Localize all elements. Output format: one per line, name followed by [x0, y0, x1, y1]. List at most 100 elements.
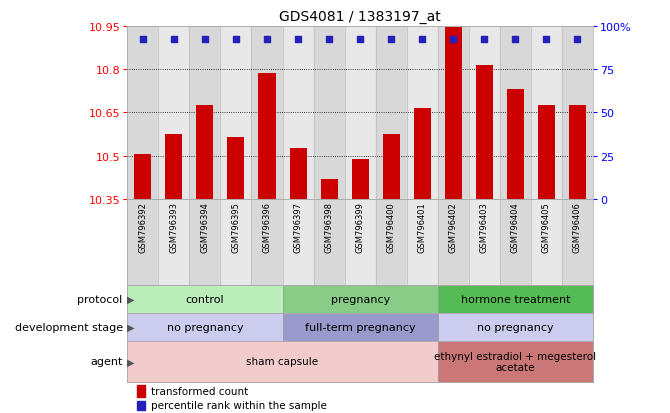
Bar — [569, 106, 586, 199]
Text: transformed count: transformed count — [151, 386, 248, 396]
Point — [479, 36, 490, 43]
Text: GSM796404: GSM796404 — [511, 202, 520, 253]
Bar — [220, 199, 251, 286]
Bar — [137, 401, 145, 410]
Bar — [407, 27, 438, 199]
Bar — [227, 138, 245, 199]
FancyBboxPatch shape — [127, 341, 438, 382]
Bar — [476, 66, 493, 199]
Bar — [259, 74, 275, 199]
Text: GSM796393: GSM796393 — [170, 202, 178, 253]
Bar — [314, 27, 344, 199]
Text: ▶: ▶ — [127, 294, 135, 304]
Bar — [127, 27, 158, 199]
Text: GSM796396: GSM796396 — [263, 202, 271, 253]
Bar — [438, 199, 469, 286]
Text: GSM796398: GSM796398 — [324, 202, 334, 253]
Bar — [376, 27, 407, 199]
Bar — [134, 155, 151, 199]
FancyBboxPatch shape — [127, 286, 283, 313]
Bar — [469, 27, 500, 199]
Text: agent: agent — [90, 356, 123, 367]
Point — [169, 36, 180, 43]
Text: protocol: protocol — [78, 294, 123, 304]
Bar — [445, 28, 462, 199]
FancyBboxPatch shape — [283, 313, 438, 341]
Bar — [531, 27, 562, 199]
Bar — [383, 135, 400, 199]
Bar — [289, 149, 307, 199]
Bar — [190, 27, 220, 199]
Text: ethynyl estradiol + megesterol
acetate: ethynyl estradiol + megesterol acetate — [434, 351, 596, 373]
Text: full-term pregnancy: full-term pregnancy — [305, 322, 415, 332]
Text: hormone treatment: hormone treatment — [460, 294, 570, 304]
Text: GSM796402: GSM796402 — [449, 202, 458, 253]
Point — [572, 36, 583, 43]
Bar — [538, 106, 555, 199]
Point — [324, 36, 334, 43]
Text: GSM796401: GSM796401 — [417, 202, 427, 253]
Text: GSM796406: GSM796406 — [573, 202, 582, 253]
Text: GSM796399: GSM796399 — [356, 202, 364, 253]
Bar — [413, 109, 431, 199]
Text: GSM796403: GSM796403 — [480, 202, 489, 253]
Text: sham capsule: sham capsule — [247, 356, 318, 367]
Point — [261, 36, 272, 43]
Bar — [220, 27, 251, 199]
Bar — [376, 199, 407, 286]
Bar — [352, 159, 368, 199]
Bar — [562, 27, 593, 199]
FancyBboxPatch shape — [283, 286, 438, 313]
Bar — [320, 179, 338, 199]
Text: ▶: ▶ — [127, 322, 135, 332]
Bar — [314, 199, 344, 286]
Bar — [283, 27, 314, 199]
Bar — [283, 199, 314, 286]
Text: GSM796394: GSM796394 — [200, 202, 210, 253]
Bar — [158, 199, 190, 286]
Bar — [500, 27, 531, 199]
Point — [200, 36, 210, 43]
FancyBboxPatch shape — [438, 286, 593, 313]
FancyBboxPatch shape — [438, 341, 593, 382]
Bar — [137, 385, 145, 396]
Text: development stage: development stage — [15, 322, 123, 332]
Bar — [507, 90, 524, 199]
Bar — [251, 199, 283, 286]
Point — [417, 36, 427, 43]
Bar — [190, 199, 220, 286]
Point — [230, 36, 241, 43]
Bar — [500, 199, 531, 286]
Bar — [469, 199, 500, 286]
FancyBboxPatch shape — [438, 313, 593, 341]
Text: GSM796397: GSM796397 — [293, 202, 303, 253]
Bar — [251, 27, 283, 199]
Bar — [344, 27, 376, 199]
Text: ▶: ▶ — [127, 356, 135, 367]
Point — [510, 36, 521, 43]
Point — [386, 36, 397, 43]
Bar — [344, 199, 376, 286]
Bar — [196, 106, 214, 199]
Text: GSM796392: GSM796392 — [138, 202, 147, 253]
Text: percentile rank within the sample: percentile rank within the sample — [151, 400, 326, 410]
Point — [448, 36, 459, 43]
Text: GSM796405: GSM796405 — [542, 202, 551, 253]
Title: GDS4081 / 1383197_at: GDS4081 / 1383197_at — [279, 10, 441, 24]
Point — [293, 36, 304, 43]
Bar — [127, 199, 158, 286]
Bar — [158, 27, 190, 199]
Text: control: control — [186, 294, 224, 304]
Text: no pregnancy: no pregnancy — [167, 322, 243, 332]
Text: GSM796395: GSM796395 — [231, 202, 241, 253]
Bar — [165, 135, 182, 199]
Text: pregnancy: pregnancy — [330, 294, 390, 304]
Point — [137, 36, 148, 43]
FancyBboxPatch shape — [127, 313, 283, 341]
Bar — [438, 27, 469, 199]
Bar — [531, 199, 562, 286]
Text: no pregnancy: no pregnancy — [477, 322, 553, 332]
Point — [541, 36, 552, 43]
Point — [355, 36, 366, 43]
Text: GSM796400: GSM796400 — [387, 202, 396, 253]
